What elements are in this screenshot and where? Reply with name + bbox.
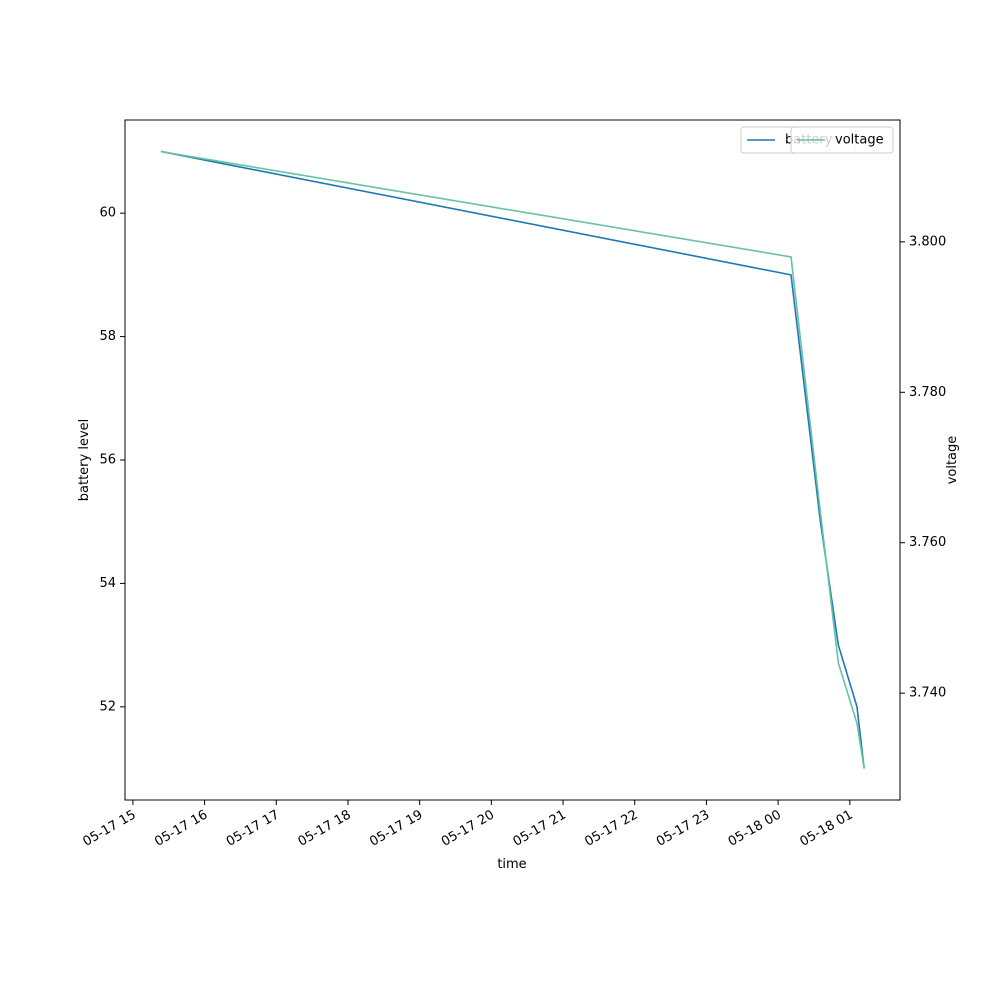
x-tick-label: 05-17 23 [654, 808, 712, 850]
x-tick-label: 05-17 22 [582, 808, 640, 850]
y2-tick-label: 3.740 [909, 686, 946, 701]
x-tick-label: 05-17 16 [152, 808, 210, 850]
legend-label: voltage [835, 133, 884, 148]
x-tick-label: 05-18 01 [797, 808, 855, 850]
y-tick-label: 56 [99, 453, 116, 468]
legend-box [790, 126, 894, 154]
x-tick-label: 05-17 15 [81, 808, 139, 850]
y-axis-label: battery level [77, 419, 92, 502]
y2-tick-label: 3.760 [909, 535, 946, 550]
x-tick-label: 05-17 21 [511, 808, 569, 850]
y2-tick-label: 3.780 [909, 385, 946, 400]
y2-tick-label: 3.800 [909, 234, 946, 249]
x-axis-label: time [497, 857, 526, 872]
plot-frame [124, 119, 901, 801]
line-battery [160, 150, 865, 769]
x-tick-label: 05-17 17 [224, 808, 282, 850]
y-tick-label: 52 [99, 699, 116, 714]
line-voltage [160, 150, 865, 769]
y2-axis-label: voltage [945, 436, 960, 485]
x-tick-label: 05-18 00 [726, 808, 784, 850]
x-tick-label: 05-17 18 [296, 808, 354, 850]
y-tick-label: 60 [99, 206, 116, 221]
y-tick-label: 58 [99, 329, 116, 344]
x-tick-label: 05-17 20 [439, 808, 497, 850]
x-tick-label: 05-17 19 [367, 808, 425, 850]
y-tick-label: 54 [99, 576, 116, 591]
